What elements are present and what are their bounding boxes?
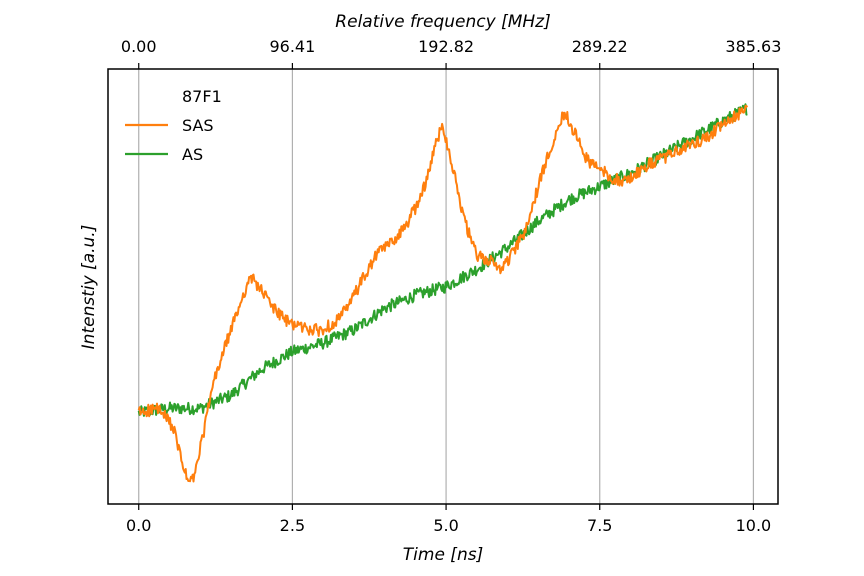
plot-frame [107,68,779,505]
top-tick-label: 192.82 [418,37,474,56]
x-tick-label: 5.0 [433,516,458,535]
legend-label-sas: SAS [182,116,214,135]
x-tick-label: 10.0 [736,516,772,535]
series-line-sas [137,104,749,483]
top-tick-label: 96.41 [269,37,315,56]
x-axis-label: Time [ns] [403,545,483,565]
legend: 87F1 SAS AS [125,87,222,164]
series-line-as [137,103,748,417]
axis-ticks: 0.0 0.00 2.5 96.41 5.0 192.82 7.5 289.22 10.0 385… [121,37,781,535]
series-lines [137,103,749,483]
top-tick-label: 0.00 [121,37,157,56]
x-tick-label: 0.0 [126,516,151,535]
top-axis-label: Relative frequency [MHz] [335,12,550,32]
top-tick-label: 385.63 [725,37,781,56]
x-tick-label: 7.5 [587,516,612,535]
legend-title: 87F1 [182,87,222,106]
top-tick-label: 289.22 [572,37,628,56]
x-tick-label: 2.5 [280,516,305,535]
legend-label-as: AS [182,145,203,164]
y-axis-label: Intenstiy [a.u.] [79,225,99,350]
